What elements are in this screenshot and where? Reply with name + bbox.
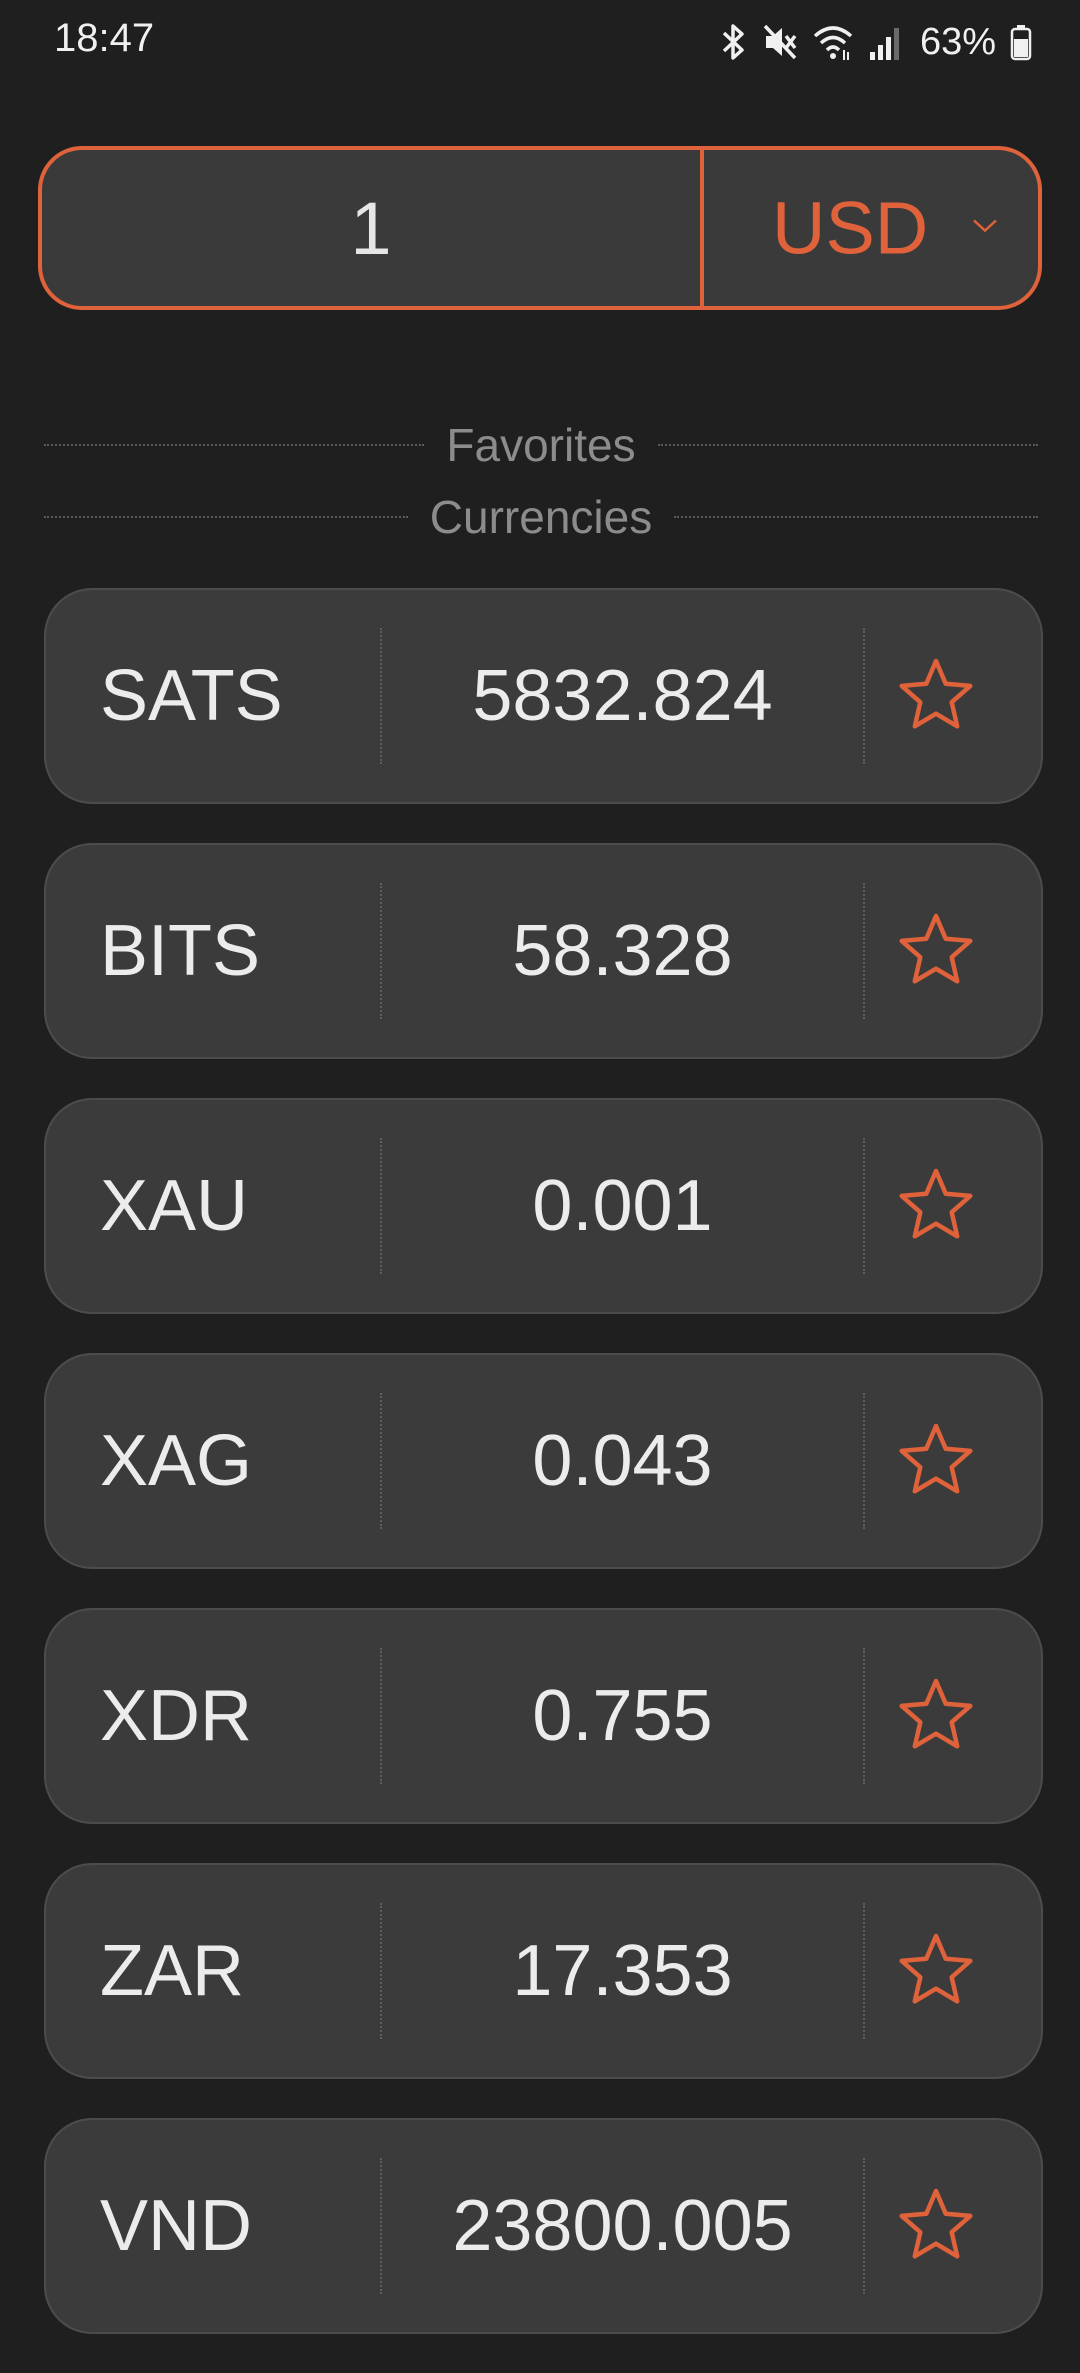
currency-value: 0.001 <box>532 1166 713 1246</box>
currency-row[interactable]: SATS 5832.824 <box>44 588 1043 804</box>
star-icon[interactable] <box>893 2183 979 2269</box>
bluetooth-icon <box>718 22 748 62</box>
status-time: 18:47 <box>54 16 155 60</box>
currency-row[interactable]: XAG 0.043 <box>44 1353 1043 1569</box>
currency-value: 0.755 <box>532 1676 713 1756</box>
amount-input[interactable]: 1 <box>42 150 704 306</box>
currency-row[interactable]: XDR 0.755 <box>44 1608 1043 1824</box>
row-divider <box>863 883 865 1019</box>
row-divider <box>863 1393 865 1529</box>
currency-list: SATS 5832.824 BITS 58.328 XAU 0.001 XAG … <box>44 588 1043 2373</box>
currency-row[interactable]: XAU 0.001 <box>44 1098 1043 1314</box>
converter-bar: 1 USD <box>38 146 1042 310</box>
favorites-section-header: Favorites <box>44 419 1039 471</box>
star-icon[interactable] <box>893 1928 979 2014</box>
row-divider <box>863 1648 865 1784</box>
row-divider <box>380 1648 382 1784</box>
star-icon[interactable] <box>893 1673 979 1759</box>
row-divider <box>380 1138 382 1274</box>
divider-line <box>657 444 1039 446</box>
divider-line <box>674 516 1039 518</box>
row-divider <box>863 1903 865 2039</box>
row-divider <box>863 2158 865 2294</box>
battery-percentage: 63% <box>919 20 996 63</box>
currency-row[interactable]: VND 23800.005 <box>44 2118 1043 2334</box>
status-bar: 18:47 <box>0 0 1080 84</box>
currencies-label: Currencies <box>429 491 653 543</box>
star-icon[interactable] <box>893 1163 979 1249</box>
row-divider <box>380 1393 382 1529</box>
row-divider <box>863 628 865 764</box>
currency-value: 58.328 <box>512 911 733 991</box>
row-divider <box>380 1903 382 2039</box>
row-divider <box>863 1138 865 1274</box>
currency-code: BITS <box>100 911 261 991</box>
currency-value: 23800.005 <box>452 2186 793 2266</box>
base-currency-code: USD <box>772 186 929 270</box>
currency-value: 17.353 <box>512 1931 733 2011</box>
battery-icon <box>1010 22 1032 62</box>
star-icon[interactable] <box>893 908 979 994</box>
currency-value: 5832.824 <box>472 656 773 736</box>
mute-icon <box>762 22 798 62</box>
currency-row[interactable]: BITS 58.328 <box>44 843 1043 1059</box>
row-divider <box>380 883 382 1019</box>
divider-line <box>44 444 425 446</box>
signal-icon <box>868 22 902 62</box>
row-divider <box>380 628 382 764</box>
favorites-label: Favorites <box>446 419 636 471</box>
currencies-section-header: Currencies <box>44 491 1039 543</box>
currency-code: VND <box>100 2186 253 2266</box>
star-icon[interactable] <box>893 1418 979 1504</box>
currency-row[interactable]: ZAR 17.353 <box>44 1863 1043 2079</box>
row-divider <box>380 2158 382 2294</box>
divider-line <box>44 516 408 518</box>
currency-code: ZAR <box>100 1931 244 2011</box>
star-icon[interactable] <box>893 653 979 739</box>
amount-value: 1 <box>350 186 392 270</box>
wifi-icon <box>812 22 854 62</box>
currency-code: XDR <box>100 1676 253 1756</box>
chevron-down-icon <box>972 218 998 239</box>
status-icons: 63% <box>718 18 1032 66</box>
currency-value: 0.043 <box>532 1421 713 1501</box>
base-currency-dropdown[interactable]: USD <box>704 150 1038 306</box>
currency-code: XAU <box>100 1166 249 1246</box>
currency-code: XAG <box>100 1421 253 1501</box>
currency-code: SATS <box>100 656 283 736</box>
